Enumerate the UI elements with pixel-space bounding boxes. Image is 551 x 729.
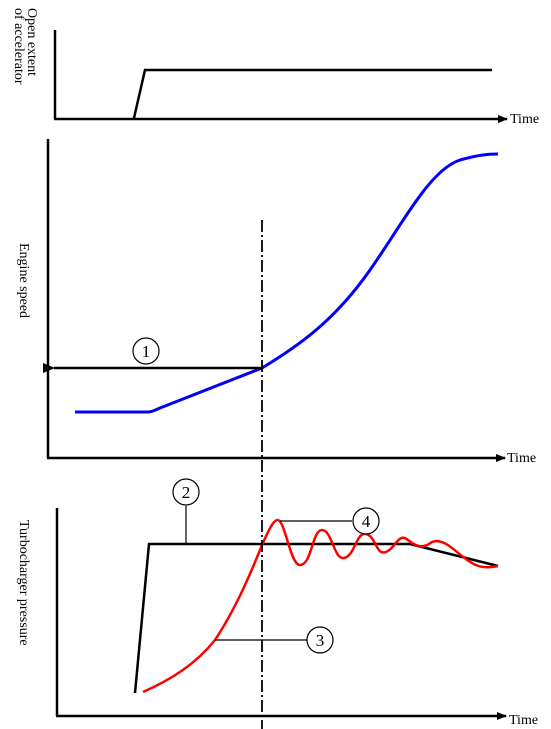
turbo-pressure-panel: 2 3 4 Turbocharger pressure Time — [16, 479, 538, 728]
engine-speed-panel: 1 Engine speed Time — [16, 139, 536, 466]
marker-1-label: 1 — [142, 342, 151, 361]
engine-speed-x-label: Time — [507, 451, 536, 466]
accelerator-y-label-2: of accelerator — [11, 8, 26, 85]
accelerator-panel: Open extent of accelerator Time — [11, 8, 539, 127]
marker-3-label: 3 — [316, 631, 325, 650]
actual-pressure-curve — [143, 520, 498, 692]
marker-2-label: 2 — [182, 483, 191, 502]
marker-3: 3 — [307, 627, 333, 653]
accelerator-x-label: Time — [510, 112, 539, 127]
target-pressure-line — [135, 544, 498, 693]
accelerator-step-line — [134, 70, 492, 118]
marker-1: 1 — [133, 338, 159, 364]
marker-2: 2 — [173, 479, 199, 505]
engine-speed-curve — [75, 154, 498, 412]
marker-4: 4 — [353, 508, 379, 534]
turbo-y-label: Turbocharger pressure — [16, 520, 31, 646]
turbo-x-label: Time — [509, 713, 538, 728]
engine-speed-y-label: Engine speed — [16, 243, 31, 318]
marker-4-label: 4 — [362, 512, 371, 531]
